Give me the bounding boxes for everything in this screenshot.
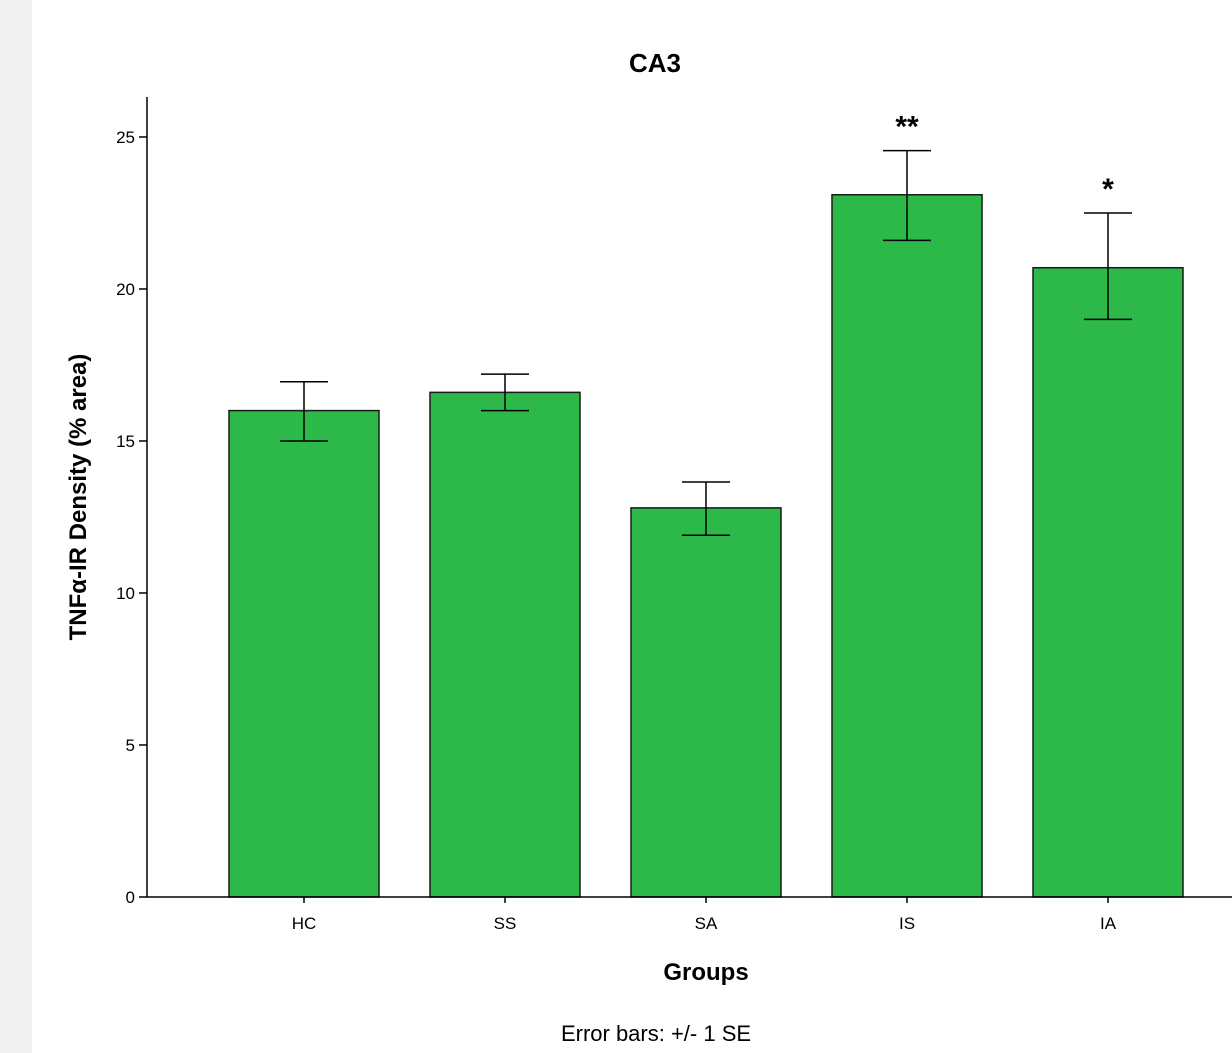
chart-title: CA3 <box>629 48 681 78</box>
x-tick-label-ia: IA <box>1100 914 1117 933</box>
error-bar-ia <box>1084 212 1132 321</box>
bar-ss <box>429 391 581 898</box>
error-bars-group <box>280 149 1132 536</box>
error-bar-is <box>883 149 931 242</box>
y-tick-label: 25 <box>116 128 135 147</box>
bar-hc <box>228 409 380 898</box>
bar-ia <box>1032 266 1184 898</box>
error-bar-hc <box>280 380 328 442</box>
significance-marker-is: ** <box>895 111 919 144</box>
y-tick-label: 0 <box>126 888 135 907</box>
error-bars-note: Error bars: +/- 1 SE <box>561 1021 751 1046</box>
bar-is <box>831 194 983 898</box>
error-bar-sa <box>682 481 730 536</box>
y-axis-label: TNFα-IR Density (% area) <box>65 354 92 641</box>
significance-marker-ia: * <box>1102 173 1114 206</box>
x-tick-label-is: IS <box>899 914 915 933</box>
x-axis-ticks: HC SS SA IS IA <box>292 897 1117 933</box>
significance-markers: *** <box>895 111 1114 206</box>
y-tick-label: 5 <box>126 736 135 755</box>
y-tick-label: 20 <box>116 280 135 299</box>
y-tick-label: 10 <box>116 584 135 603</box>
x-tick-label-sa: SA <box>695 914 718 933</box>
x-tick-label-hc: HC <box>292 914 317 933</box>
left-margin-strip <box>0 0 32 1053</box>
bars-group <box>228 194 1184 898</box>
bar-sa <box>630 507 782 898</box>
y-axis-ticks: 0 5 10 15 20 25 <box>116 128 147 907</box>
y-tick-label: 15 <box>116 432 135 451</box>
error-bar-ss <box>481 373 529 412</box>
x-tick-label-ss: SS <box>494 914 517 933</box>
x-axis-label: Groups <box>663 959 748 986</box>
